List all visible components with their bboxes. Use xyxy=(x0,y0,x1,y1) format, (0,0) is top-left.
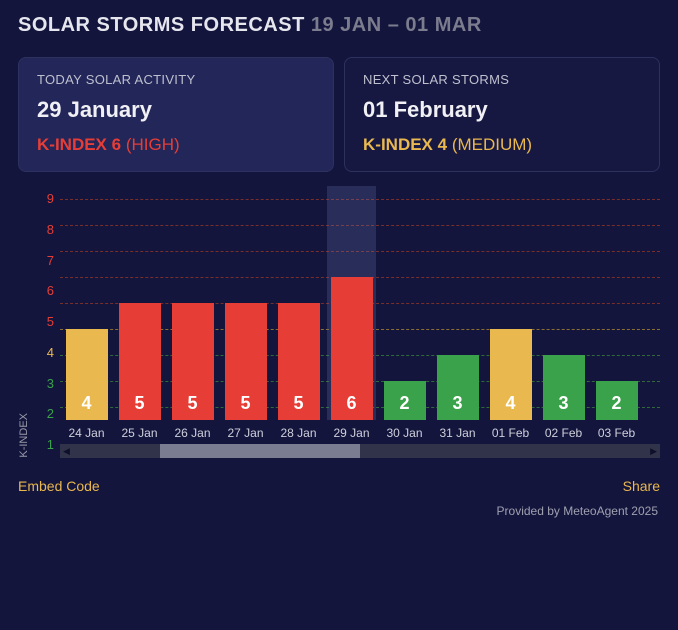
bar-value: 4 xyxy=(81,393,91,420)
bar: 6 xyxy=(331,277,373,420)
bar-column: 2 xyxy=(378,186,431,420)
x-tick: 29 Jan xyxy=(325,426,378,440)
x-tick: 24 Jan xyxy=(60,426,113,440)
title-main: SOLAR STORMS FORECAST xyxy=(18,14,305,36)
scroll-left-icon[interactable]: ◀ xyxy=(60,446,73,457)
y-tick: 3 xyxy=(38,371,54,397)
bar-value: 5 xyxy=(240,393,250,420)
y-tick: 6 xyxy=(38,278,54,304)
title-date-range: 19 JAN – 01 MAR xyxy=(311,14,482,36)
card-today-activity: TODAY SOLAR ACTIVITY 29 January K-INDEX … xyxy=(18,57,334,172)
chart-bars: 4 5 5 5 5 6 2 3 4 3 2 xyxy=(60,186,643,420)
x-tick: 25 Jan xyxy=(113,426,166,440)
bar: 2 xyxy=(596,381,638,420)
bar-value: 5 xyxy=(134,393,144,420)
share-link[interactable]: Share xyxy=(623,478,660,494)
x-tick: 28 Jan xyxy=(272,426,325,440)
page-title: SOLAR STORMS FORECAST 19 JAN – 01 MAR xyxy=(18,14,660,37)
x-tick: 02 Feb xyxy=(537,426,590,440)
bar-column: 4 xyxy=(484,186,537,420)
card-next-date: 01 February xyxy=(363,97,641,123)
y-axis-label: K-INDEX xyxy=(18,383,32,458)
bar: 5 xyxy=(278,303,320,420)
card-next-kindex-value: K-INDEX 4 xyxy=(363,135,447,154)
scroll-right-icon[interactable]: ▶ xyxy=(647,446,660,457)
chart-scrollbar[interactable]: ◀ ▶ xyxy=(60,444,660,458)
bar-column: 3 xyxy=(431,186,484,420)
bar-value: 3 xyxy=(558,393,568,420)
bar-column: 5 xyxy=(113,186,166,420)
y-tick: 2 xyxy=(38,401,54,427)
x-tick: 26 Jan xyxy=(166,426,219,440)
bar-column: 6 xyxy=(325,186,378,420)
bar-column: 5 xyxy=(219,186,272,420)
footer-links: Embed Code Share xyxy=(18,478,660,494)
embed-code-link[interactable]: Embed Code xyxy=(18,478,100,494)
bar: 5 xyxy=(119,303,161,420)
bar: 2 xyxy=(384,381,426,420)
card-today-kindex-value: K-INDEX 6 xyxy=(37,135,121,154)
bar: 3 xyxy=(543,355,585,420)
bar-value: 4 xyxy=(505,393,515,420)
bar: 3 xyxy=(437,355,479,420)
y-tick: 7 xyxy=(38,248,54,274)
bar-value: 3 xyxy=(452,393,462,420)
bar: 4 xyxy=(66,329,108,420)
bar: 4 xyxy=(490,329,532,420)
bar-value: 2 xyxy=(399,393,409,420)
bar: 5 xyxy=(172,303,214,420)
y-tick: 8 xyxy=(38,217,54,243)
card-next-label: NEXT SOLAR STORMS xyxy=(363,72,641,87)
bar: 5 xyxy=(225,303,267,420)
bar-column: 5 xyxy=(272,186,325,420)
y-tick: 4 xyxy=(38,340,54,366)
bar-value: 5 xyxy=(293,393,303,420)
card-today-date: 29 January xyxy=(37,97,315,123)
scroll-thumb[interactable] xyxy=(160,444,360,458)
bar-column: 2 xyxy=(590,186,643,420)
x-tick: 03 Feb xyxy=(590,426,643,440)
bar-value: 2 xyxy=(611,393,621,420)
chart-plot-area: 4 5 5 5 5 6 2 3 4 3 2 xyxy=(60,186,660,420)
bar-column: 4 xyxy=(60,186,113,420)
x-tick: 30 Jan xyxy=(378,426,431,440)
card-next-storm: NEXT SOLAR STORMS 01 February K-INDEX 4 … xyxy=(344,57,660,172)
card-today-kindex: K-INDEX 6 (HIGH) xyxy=(37,135,315,155)
summary-cards: TODAY SOLAR ACTIVITY 29 January K-INDEX … xyxy=(18,57,660,172)
y-tick: 9 xyxy=(38,186,54,212)
x-tick: 31 Jan xyxy=(431,426,484,440)
provider-credit: Provided by MeteoAgent 2025 xyxy=(18,504,660,518)
kindex-chart: K-INDEX 9 8 7 6 5 4 3 2 1 4 5 5 5 5 6 2 3 4 3 2 24 Jan25 J… xyxy=(18,186,660,458)
x-tick: 01 Feb xyxy=(484,426,537,440)
x-tick: 27 Jan xyxy=(219,426,272,440)
bar-column: 3 xyxy=(537,186,590,420)
bar-value: 6 xyxy=(346,393,356,420)
card-next-kindex: K-INDEX 4 (MEDIUM) xyxy=(363,135,641,155)
y-tick: 1 xyxy=(38,432,54,458)
y-tick: 5 xyxy=(38,309,54,335)
bar-value: 5 xyxy=(187,393,197,420)
card-today-label: TODAY SOLAR ACTIVITY xyxy=(37,72,315,87)
card-next-severity: (MEDIUM) xyxy=(452,135,532,154)
bar-column: 5 xyxy=(166,186,219,420)
x-axis: 24 Jan25 Jan26 Jan27 Jan28 Jan29 Jan30 J… xyxy=(60,426,660,440)
card-today-severity: (HIGH) xyxy=(126,135,180,154)
y-axis: 9 8 7 6 5 4 3 2 1 xyxy=(32,186,60,458)
